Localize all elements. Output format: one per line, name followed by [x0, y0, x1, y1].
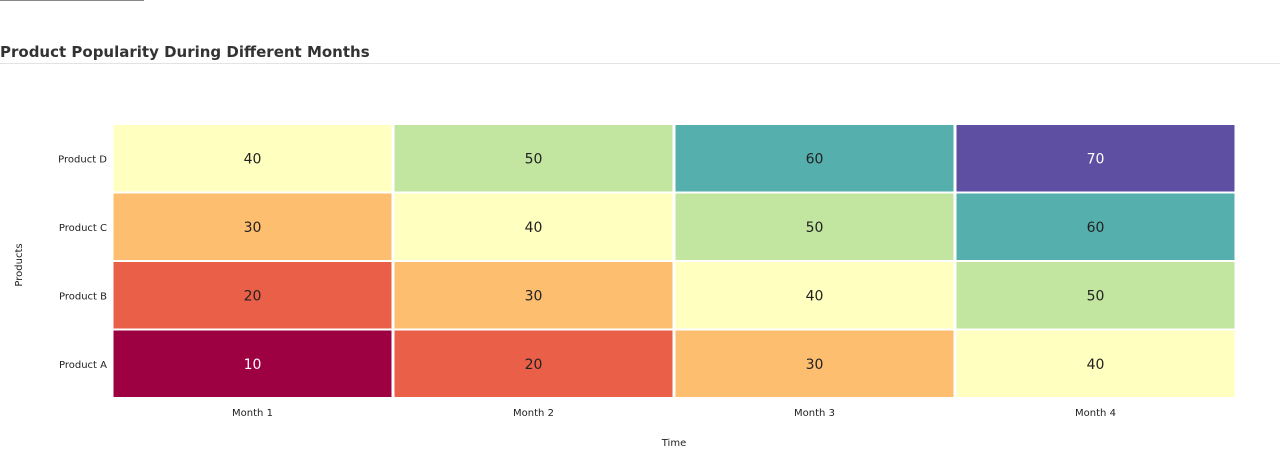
cell-value-label: 20: [525, 357, 543, 373]
heatmap-cell: [394, 125, 673, 192]
heatmap-cell: [956, 262, 1235, 329]
heatmap-cell: [675, 125, 954, 192]
heatmap-cells: 10 20 30 40 20 30 40 50 30 40 50 60 40 50 60 70: [113, 125, 1235, 397]
cell-value-label: 50: [1087, 288, 1105, 304]
heatmap-cell: [394, 330, 673, 397]
cell-value-label: 20: [244, 288, 262, 304]
top-divider: [0, 0, 144, 1]
title-divider: [0, 63, 1280, 64]
cell-value-label: 60: [1087, 220, 1105, 236]
heatmap-cell: [394, 193, 673, 260]
y-axis-label: Products: [14, 243, 25, 286]
cell-value-label: 50: [806, 220, 824, 236]
cell-value-label: 30: [244, 220, 262, 236]
cell-value-label: 40: [244, 151, 262, 167]
x-tick-label: Month 1: [232, 408, 273, 419]
y-axis-ticks: Product A Product B Product C Product D: [58, 154, 107, 371]
cell-value-label: 50: [525, 151, 543, 167]
cell-value-label: 30: [525, 288, 543, 304]
heatmap-cell: [113, 262, 392, 329]
y-tick-label: Product B: [59, 291, 107, 302]
heatmap-cell: [956, 193, 1235, 260]
chart-title: Product Popularity During Different Mont…: [0, 43, 370, 61]
cell-value-label: 40: [525, 220, 543, 236]
heatmap-cell: [394, 262, 673, 329]
heatmap-cell: [113, 125, 392, 192]
heatmap-cell: [675, 262, 954, 329]
x-tick-label: Month 4: [1075, 408, 1116, 419]
heatmap-cell: [113, 330, 392, 397]
cell-value-label: 70: [1087, 151, 1105, 167]
x-tick-label: Month 3: [794, 408, 835, 419]
y-tick-label: Product C: [59, 223, 107, 234]
heatmap-cell: [956, 330, 1235, 397]
cell-value-label: 30: [806, 357, 824, 373]
heatmap-cell: [113, 193, 392, 260]
x-axis-label: Time: [661, 438, 686, 449]
cell-value-label: 60: [806, 151, 824, 167]
y-tick-label: Product A: [59, 360, 107, 371]
x-tick-label: Month 2: [513, 408, 554, 419]
cell-value-label: 10: [244, 357, 262, 373]
x-axis-ticks: Month 1 Month 2 Month 3 Month 4: [232, 408, 1116, 419]
heatmap-cell: [675, 193, 954, 260]
heatmap-cell: [956, 125, 1235, 192]
cell-value-label: 40: [806, 288, 824, 304]
y-tick-label: Product D: [58, 154, 107, 165]
heatmap-cell: [675, 330, 954, 397]
cell-value-label: 40: [1087, 357, 1105, 373]
